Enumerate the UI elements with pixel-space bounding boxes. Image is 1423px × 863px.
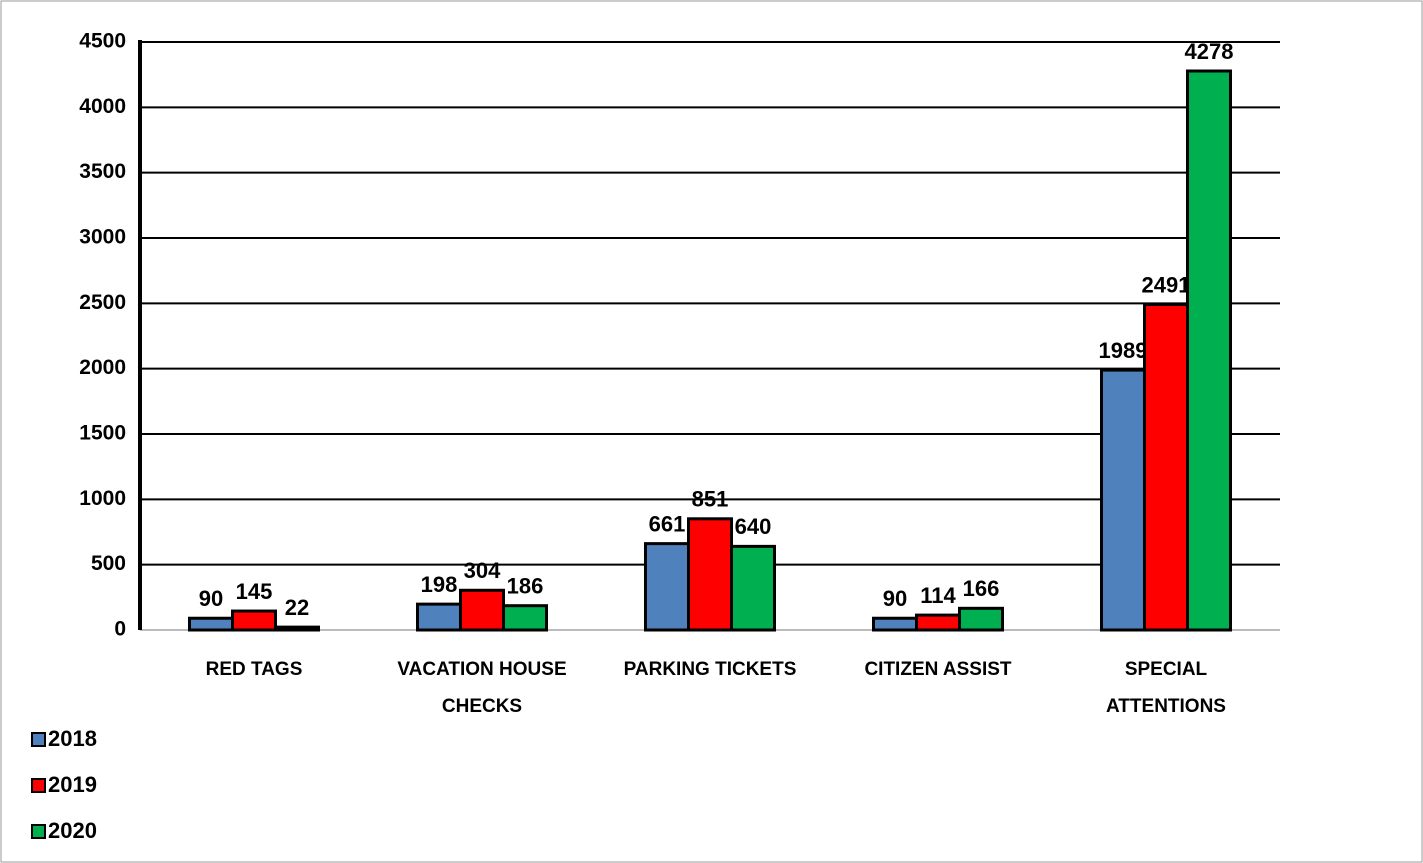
data-label: 186 bbox=[507, 574, 544, 599]
data-label: 114 bbox=[920, 583, 956, 608]
x-tick-label: SPECIAL ATTENTIONS bbox=[1106, 659, 1226, 717]
bar bbox=[1100, 368, 1146, 632]
bar bbox=[1143, 303, 1189, 632]
y-tick-label: 3000 bbox=[79, 226, 126, 249]
bar bbox=[416, 602, 462, 632]
data-label: 22 bbox=[285, 595, 309, 620]
y-tick-label: 4000 bbox=[79, 95, 126, 118]
x-tick-label: RED TAGS bbox=[206, 659, 303, 680]
y-tick-label: 2000 bbox=[79, 356, 126, 379]
data-label: 90 bbox=[883, 586, 907, 611]
data-label: 90 bbox=[199, 586, 223, 611]
legend-label: 2020 bbox=[48, 818, 97, 843]
bar bbox=[459, 588, 505, 632]
x-tick-label: PARKING TICKETS bbox=[624, 659, 797, 680]
data-label: 4278 bbox=[1185, 39, 1234, 64]
data-label: 661 bbox=[649, 511, 686, 536]
bar bbox=[687, 517, 733, 632]
bar bbox=[915, 613, 961, 632]
legend-swatch bbox=[31, 824, 46, 839]
bar bbox=[502, 604, 548, 632]
y-tick-label: 1000 bbox=[79, 487, 126, 510]
bar bbox=[958, 606, 1004, 632]
data-label: 145 bbox=[236, 579, 273, 604]
y-tick-label: 500 bbox=[91, 552, 126, 575]
bar bbox=[730, 544, 776, 632]
legend-swatch bbox=[31, 778, 46, 793]
y-tick-label: 0 bbox=[114, 618, 126, 641]
data-label: 198 bbox=[421, 572, 458, 597]
data-label: 304 bbox=[464, 558, 501, 583]
legend-swatch bbox=[31, 732, 46, 747]
legend-label: 2018 bbox=[48, 726, 97, 751]
y-tick-label: 1500 bbox=[79, 422, 126, 445]
legend-label: 2019 bbox=[48, 772, 97, 797]
y-tick-label: 4500 bbox=[79, 30, 126, 53]
bar bbox=[872, 616, 918, 632]
bar bbox=[188, 616, 234, 632]
bar bbox=[644, 542, 690, 632]
bar bbox=[231, 609, 277, 632]
x-tick-label: CITIZEN ASSIST bbox=[864, 659, 1011, 680]
y-tick-label: 3500 bbox=[79, 160, 126, 183]
data-label: 851 bbox=[692, 487, 729, 512]
x-tick-label: VACATION HOUSE CHECKS bbox=[397, 659, 566, 717]
data-label: 166 bbox=[963, 576, 1000, 601]
data-label: 2491 bbox=[1142, 272, 1191, 297]
bar bbox=[1186, 69, 1232, 632]
bar bbox=[274, 625, 320, 632]
data-label: 1989 bbox=[1099, 338, 1148, 363]
y-tick-label: 2500 bbox=[79, 291, 126, 314]
data-label: 640 bbox=[735, 514, 772, 539]
